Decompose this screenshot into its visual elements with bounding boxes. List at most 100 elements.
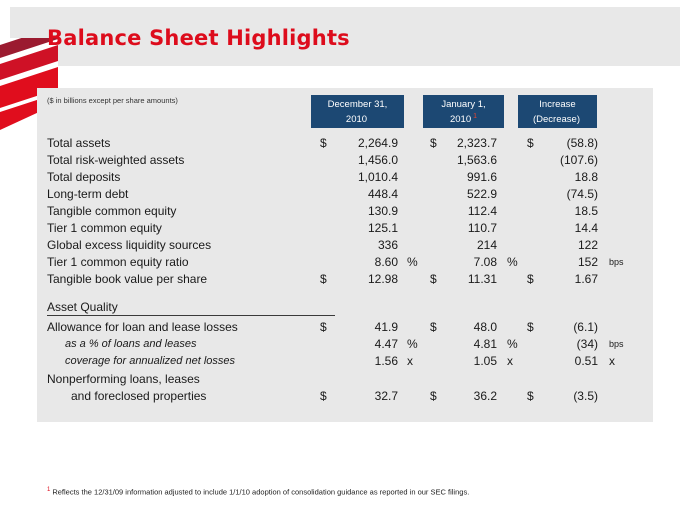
value-jan1: 110.7	[467, 221, 497, 235]
value-jan1: 4.81	[473, 337, 497, 351]
row-long-term-debt: Long-term debt 448.4 522.9 (74.5)	[37, 186, 653, 203]
row-label: Allowance for loan and lease losses	[47, 320, 238, 334]
value-dec31: 4.47	[374, 337, 398, 351]
currency-symbol: $	[430, 136, 437, 150]
value-dec31: 1.56	[374, 354, 398, 368]
row-total-assets: Total assets $ 2,264.9 $ 2,323.7 $ (58.8…	[37, 135, 653, 152]
value-jan1: 112.4	[467, 204, 497, 218]
currency-symbol: $	[320, 389, 327, 403]
currency-symbol: $	[430, 272, 437, 286]
unit-label: x	[407, 354, 413, 368]
currency-symbol: $	[320, 136, 327, 150]
row-tangible-common-equity: Tangible common equity 130.9 112.4 18.5	[37, 203, 653, 220]
row-label: Total deposits	[47, 170, 121, 184]
footnote: 1 Reflects the 12/31/09 information adjus…	[47, 487, 469, 497]
row-label: Nonperforming loans, leases	[47, 372, 200, 386]
row-label: Total assets	[47, 136, 111, 150]
value-jan1: 1,563.6	[456, 153, 497, 167]
column-header-line1: January 1,	[441, 99, 486, 110]
value-dec31: 41.9	[374, 320, 398, 334]
unit-label: %	[507, 255, 518, 269]
row-nonperforming-line2: and foreclosed properties $ 32.7 $ 36.2 …	[37, 388, 653, 405]
row-label: Tier 1 common equity	[47, 221, 162, 235]
units-note: ($ in billions except per share amounts)	[47, 96, 178, 105]
row-label: Tier 1 common equity ratio	[47, 255, 189, 269]
column-header-line1: Increase	[539, 99, 576, 110]
value-change: 152	[577, 255, 598, 269]
value-jan1: 991.6	[466, 170, 497, 184]
value-dec31: 1,456.0	[357, 153, 398, 167]
column-header-line2: (Decrease)	[533, 114, 580, 126]
unit-label: x	[609, 354, 615, 368]
value-change: (6.1)	[573, 320, 598, 334]
row-allowance-for-loan-and-lease-losses: Allowance for loan and lease losses $ 41…	[37, 319, 653, 336]
row-label: Global excess liquidity sources	[47, 238, 212, 252]
value-jan1: 36.2	[473, 389, 497, 403]
currency-symbol: $	[527, 136, 534, 150]
value-dec31: 2,264.9	[357, 136, 398, 150]
unit-label: %	[407, 255, 418, 269]
row-tier1-common-equity: Tier 1 common equity 125.1 110.7 14.4	[37, 220, 653, 237]
row-label: Total risk-weighted assets	[47, 153, 185, 167]
row-tangible-book-value-per-share: Tangible book value per share $ 12.98 $ …	[37, 271, 653, 288]
page-title: Balance Sheet Highlights	[47, 26, 350, 50]
currency-symbol: $	[527, 389, 534, 403]
value-dec31: 1,010.4	[357, 170, 398, 184]
value-dec31: 125.1	[367, 221, 398, 235]
value-jan1: 7.08	[473, 255, 497, 269]
value-dec31: 12.98	[367, 272, 398, 286]
column-header-line2: 2010 1	[449, 113, 478, 126]
currency-symbol: $	[527, 272, 534, 286]
row-label-continued: and foreclosed properties	[71, 389, 207, 403]
column-header-line2: 2010	[345, 114, 368, 126]
column-header-december-31-2010: December 31, 2010	[311, 95, 404, 128]
unit-label: bps	[609, 339, 624, 349]
value-jan1: 522.9	[466, 187, 497, 201]
currency-symbol: $	[320, 320, 327, 334]
unit-label: %	[407, 337, 418, 351]
currency-symbol: $	[430, 389, 437, 403]
currency-symbol: $	[430, 320, 437, 334]
value-change: 14.4	[574, 221, 598, 235]
footnote-ref: 1	[473, 113, 478, 120]
value-change: (34)	[576, 337, 598, 351]
value-jan1: 214	[476, 238, 497, 252]
value-change: (107.6)	[559, 153, 598, 167]
table-panel: ($ in billions except per share amounts)…	[37, 88, 653, 422]
row-coverage-for-annualized-net-losses: coverage for annualized net losses 1.56 …	[37, 353, 653, 370]
footnote-marker: 1	[47, 487, 51, 493]
value-change: (58.8)	[566, 136, 598, 150]
title-band	[10, 7, 680, 66]
value-change: (3.5)	[573, 389, 598, 403]
unit-label: %	[507, 337, 518, 351]
row-allowance-pct-of-loans-and-leases: as a % of loans and leases 4.47 % 4.81 %…	[37, 336, 653, 353]
value-change: 18.5	[574, 204, 598, 218]
row-total-deposits: Total deposits 1,010.4 991.6 18.8	[37, 169, 653, 186]
value-dec31: 336	[377, 238, 398, 252]
value-change: 1.67	[574, 272, 598, 286]
column-header-increase-decrease: Increase (Decrease)	[518, 95, 597, 128]
value-dec31: 8.60	[374, 255, 398, 269]
value-change: 18.8	[574, 170, 598, 184]
value-dec31: 32.7	[374, 389, 398, 403]
row-label: Long-term debt	[47, 187, 129, 201]
section-heading-asset-quality: Asset Quality	[47, 300, 335, 316]
column-header-line1: December 31,	[327, 99, 388, 110]
footnote-text: Reflects the 12/31/09 information adjust…	[52, 487, 470, 497]
value-jan1: 2,323.7	[456, 136, 497, 150]
row-nonperforming-line1: Nonperforming loans, leases	[37, 371, 653, 388]
row-label: coverage for annualized net losses	[65, 355, 235, 367]
value-dec31: 448.4	[367, 187, 398, 201]
value-jan1: 11.31	[467, 272, 497, 286]
unit-label: x	[507, 354, 513, 368]
value-jan1: 48.0	[473, 320, 497, 334]
row-global-excess-liquidity-sources: Global excess liquidity sources 336 214 …	[37, 237, 653, 254]
value-dec31: 130.9	[367, 204, 398, 218]
row-label: as a % of loans and leases	[65, 338, 197, 350]
column-header-january-1-2010: January 1, 2010 1	[423, 95, 504, 128]
value-change: (74.5)	[566, 187, 598, 201]
currency-symbol: $	[527, 320, 534, 334]
unit-label: bps	[609, 257, 624, 267]
row-total-risk-weighted-assets: Total risk-weighted assets 1,456.0 1,563…	[37, 152, 653, 169]
